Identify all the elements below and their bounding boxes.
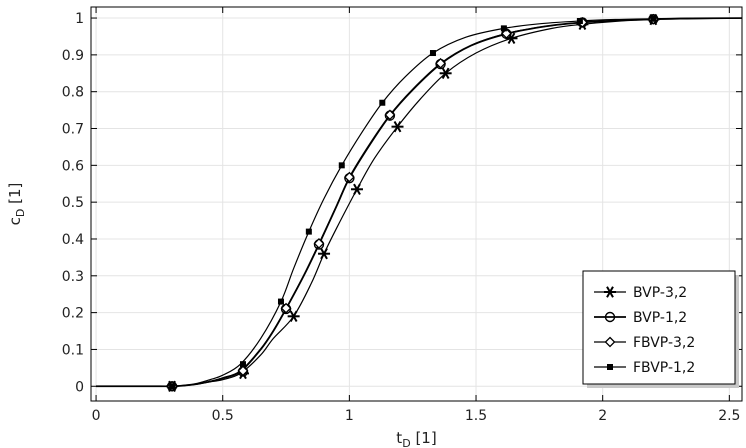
series-markers	[166, 13, 660, 392]
y-tick-label: 0	[75, 379, 84, 395]
series-1-point	[391, 120, 404, 133]
y-axis-title-unit: [1]	[6, 183, 24, 209]
legend-item: BVP-1,2	[594, 310, 687, 326]
series-4-point	[576, 17, 583, 24]
legend-item: FBVP-1,2	[594, 360, 695, 376]
y-tick-label: 0.4	[62, 232, 84, 248]
axis-ticks	[91, 7, 742, 401]
plot-frame	[90, 6, 743, 402]
series-4-point	[500, 25, 507, 32]
x-axis-title-main: t	[396, 429, 402, 447]
series-3-point	[384, 109, 396, 121]
x-axis-title-unit: [1]	[411, 429, 437, 447]
x-axis-title-subscript: D	[402, 437, 410, 448]
legend-marker	[604, 336, 616, 348]
series-4-point	[650, 15, 657, 22]
series-4-point	[277, 298, 284, 305]
series-line-4	[96, 17, 743, 387]
x-tick-label: 1	[345, 408, 354, 424]
legend-label: FBVP-1,2	[633, 360, 695, 376]
series-4-point	[239, 361, 246, 368]
x-tick-label: 0.5	[212, 408, 234, 424]
x-tick-label: 1.5	[465, 408, 487, 424]
legend-item: BVP-3,2	[594, 285, 687, 301]
series-3-point	[237, 365, 249, 377]
y-tick-label: 0.5	[62, 195, 84, 211]
y-tick-label: 0.2	[62, 306, 84, 322]
series-4-point	[379, 99, 386, 106]
y-tick-label: 0.9	[62, 48, 84, 64]
series-line-3	[96, 17, 743, 387]
x-tick-label: 2	[598, 408, 607, 424]
y-axis-title-main: c	[6, 217, 24, 225]
series-3-point	[343, 171, 355, 183]
y-tick-label: 0.3	[62, 269, 84, 285]
legend-marker	[607, 364, 613, 370]
tick-labels: 0 0.5 1 1.5 2 2.5 0 0.1 0.2 0.3 0.4 0.5 0.6 0.7 0.8 0.9…	[62, 11, 741, 424]
y-tick-label: 0.8	[62, 85, 84, 101]
legend-item: FBVP-3,2	[594, 335, 695, 351]
legend-label: FBVP-3,2	[633, 335, 695, 351]
series-1-point	[318, 248, 331, 260]
legend-label: BVP-1,2	[633, 310, 687, 326]
legend: BVP-3,2 BVP-1,2 FBVP-3,2 FBVP-1,2	[582, 270, 739, 388]
series-3-point	[435, 57, 446, 69]
y-tick-label: 1	[75, 11, 84, 27]
series-3-point	[280, 302, 292, 314]
series-4-point	[169, 383, 176, 390]
legend-marker	[604, 286, 616, 298]
x-tick-label: 2.5	[718, 408, 740, 424]
series-4-point	[338, 162, 345, 169]
y-tick-label: 0.7	[62, 122, 84, 138]
y-tick-label: 0.6	[62, 158, 84, 174]
legend-label: BVP-3,2	[633, 285, 687, 301]
legend-marker	[604, 311, 616, 323]
y-tick-label: 0.1	[62, 342, 84, 358]
x-tick-label: 0	[92, 408, 101, 424]
x-axis-title: tD [1]	[396, 429, 436, 448]
series-1-point	[350, 183, 363, 195]
y-axis-title-subscript: D	[14, 209, 27, 217]
series-4-point	[429, 50, 436, 57]
series-4-point	[305, 228, 312, 235]
series-3-point	[313, 237, 325, 249]
series-curves	[96, 17, 743, 388]
legend-items: BVP-3,2 BVP-1,2 FBVP-3,2 FBVP-1,2	[594, 285, 695, 376]
y-axis-title: cD [1]	[6, 183, 27, 226]
series-1-point	[439, 67, 452, 79]
series-1-point	[287, 310, 300, 323]
